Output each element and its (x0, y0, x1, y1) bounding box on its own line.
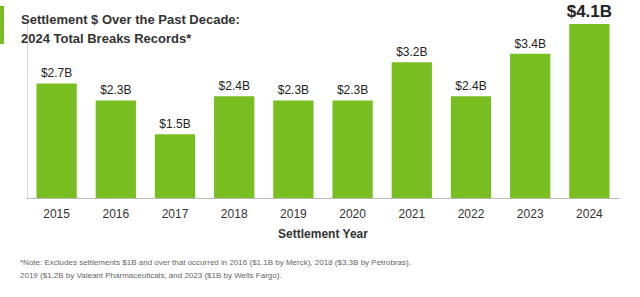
svg-text:$1.5B: $1.5B (159, 117, 190, 131)
svg-text:2023: 2023 (517, 207, 544, 221)
svg-text:2024: 2024 (576, 207, 603, 221)
svg-text:*Note: Excludes settlements $1: *Note: Excludes settlements $1B and over… (20, 258, 411, 267)
svg-text:$2.3B: $2.3B (100, 83, 131, 97)
svg-text:2016: 2016 (102, 207, 129, 221)
svg-text:$2.3B: $2.3B (337, 83, 368, 97)
svg-text:$2.4B: $2.4B (455, 79, 486, 93)
svg-text:$2.4B: $2.4B (219, 79, 250, 93)
svg-text:$4.1B: $4.1B (567, 2, 612, 21)
svg-text:$3.4B: $3.4B (515, 37, 546, 51)
svg-text:2019 ($1.2B by Valeant Pharmac: 2019 ($1.2B by Valeant Pharmaceuticals, … (20, 271, 282, 280)
svg-text:2019: 2019 (280, 207, 307, 221)
svg-text:2015: 2015 (43, 207, 70, 221)
svg-text:Settlement $ Over the Past Dec: Settlement $ Over the Past Decade: (21, 12, 240, 27)
svg-text:2022: 2022 (458, 207, 485, 221)
svg-text:$2.7B: $2.7B (41, 66, 72, 80)
svg-text:$3.2B: $3.2B (396, 45, 427, 59)
svg-text:2020: 2020 (339, 207, 366, 221)
svg-text:2021: 2021 (398, 207, 425, 221)
svg-text:2018: 2018 (221, 207, 248, 221)
svg-text:Settlement Year: Settlement Year (278, 227, 368, 241)
svg-text:2024 Total Breaks Records*: 2024 Total Breaks Records* (21, 31, 192, 46)
svg-text:$2.3B: $2.3B (278, 83, 309, 97)
svg-text:2017: 2017 (162, 207, 189, 221)
